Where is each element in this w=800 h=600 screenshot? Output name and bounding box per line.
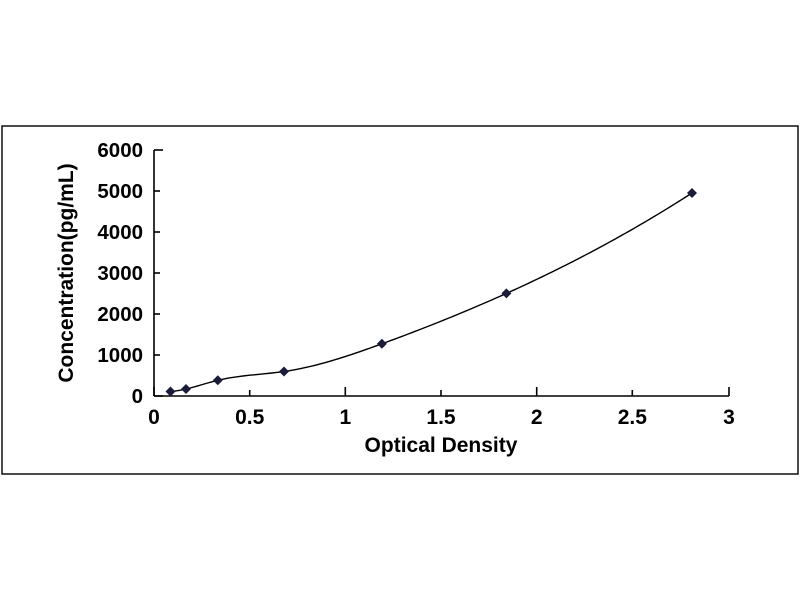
svg-text:Concentration(pg/mL): Concentration(pg/mL) [55,163,78,382]
svg-text:4000: 4000 [97,221,143,244]
svg-text:0: 0 [132,385,143,408]
svg-text:1000: 1000 [97,344,143,367]
svg-text:1.5: 1.5 [426,406,456,429]
svg-text:Optical Density: Optical Density [365,434,518,457]
svg-text:3000: 3000 [97,262,143,285]
svg-text:2000: 2000 [97,303,143,326]
svg-text:6000: 6000 [97,139,143,162]
svg-text:0: 0 [148,406,160,429]
svg-text:0.5: 0.5 [235,406,265,429]
svg-text:1: 1 [339,406,351,429]
svg-text:3: 3 [723,406,735,429]
svg-text:2.5: 2.5 [618,406,648,429]
svg-text:5000: 5000 [97,180,143,203]
svg-text:2: 2 [531,406,543,429]
